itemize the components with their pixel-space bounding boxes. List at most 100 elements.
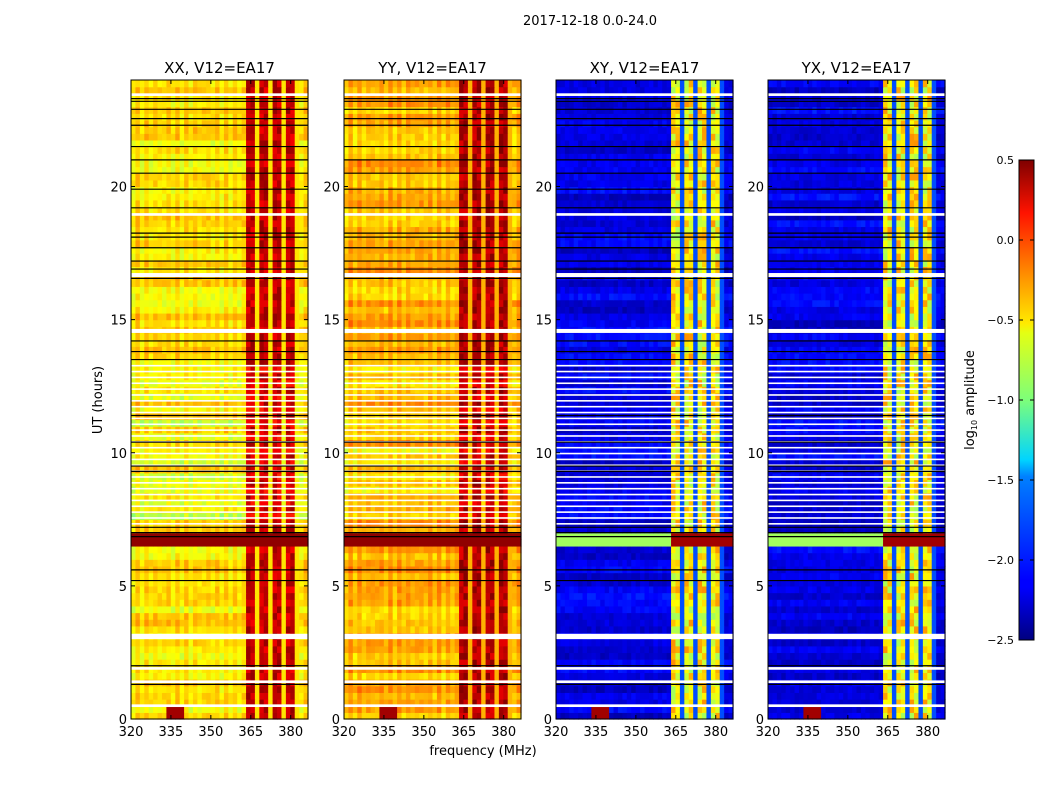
heatmap-cell [450, 652, 456, 660]
heatmap-cell [285, 579, 291, 587]
x-tick-label: 335 [159, 725, 184, 740]
heatmap-cell [254, 525, 260, 534]
heatmap-cell [197, 492, 203, 500]
heatmap-cell [454, 612, 460, 620]
heatmap-cell [153, 139, 159, 148]
heatmap-cell [254, 366, 260, 374]
heatmap-cell [268, 545, 274, 554]
heatmap-cell [228, 226, 234, 234]
heatmap-cell [223, 439, 229, 447]
heatmap-cell [188, 246, 194, 254]
heatmap-cell [294, 319, 300, 327]
heatmap-cell [197, 306, 203, 314]
heatmap-cell [166, 159, 172, 168]
heatmap-cell [423, 619, 429, 627]
heatmap-cell [219, 193, 225, 201]
heatmap-cell [344, 652, 350, 660]
heatmap-cell [192, 539, 198, 547]
heatmap-cell [454, 585, 460, 594]
heatmap-cell [250, 359, 256, 367]
heatmap-cell [401, 672, 407, 680]
heatmap-cell [148, 519, 154, 527]
heatmap-cell [153, 319, 159, 327]
heatmap-cell [188, 372, 194, 381]
heatmap-cell [254, 332, 260, 341]
heatmap-cell [215, 279, 221, 287]
heatmap-cell [192, 239, 198, 248]
heatmap-cell [246, 499, 252, 507]
heatmap-cell [192, 692, 198, 700]
heatmap-cell [299, 466, 305, 474]
heatmap-cell [503, 619, 509, 627]
heatmap-cell [277, 226, 283, 234]
heatmap-cell [481, 559, 487, 567]
heatmap-cell [232, 392, 238, 401]
heatmap-cell [250, 372, 256, 381]
heatmap-cell [290, 93, 296, 101]
heatmap-cell [131, 226, 137, 234]
heatmap-cell [272, 339, 278, 347]
heatmap-cell [281, 685, 287, 693]
heatmap-cell [272, 685, 278, 693]
heatmap-cell [144, 559, 150, 567]
heatmap-cell [263, 166, 269, 174]
heatmap-cell [228, 525, 234, 534]
heatmap-cell [472, 552, 478, 560]
heatmap-cell [250, 193, 256, 201]
heatmap-cell [254, 173, 260, 181]
heatmap-cell [201, 239, 207, 248]
heatmap-cell [388, 685, 394, 693]
heatmap-cell [148, 153, 154, 161]
heatmap-cell [223, 605, 229, 614]
heatmap-cell [303, 213, 309, 221]
heatmap-cell [246, 659, 252, 667]
heatmap-cell [285, 359, 291, 367]
heatmap-cell [498, 579, 504, 587]
heatmap-cell [139, 312, 145, 321]
heatmap-cell [254, 466, 260, 474]
heatmap-cell [175, 539, 181, 547]
heatmap-cell [388, 659, 394, 667]
heatmap-cell [272, 106, 278, 114]
heatmap-cell [131, 206, 137, 214]
heatmap-cell [432, 585, 438, 594]
heatmap-cell [188, 352, 194, 361]
heatmap-cell [432, 712, 438, 720]
heatmap-cell [285, 712, 291, 720]
heatmap-cell [450, 692, 456, 700]
heatmap-cell [281, 106, 287, 114]
heatmap-cell [144, 645, 150, 654]
heatmap-cell [166, 539, 172, 547]
heatmap-cell [232, 133, 238, 141]
heatmap-cell [215, 659, 221, 667]
heatmap-cell [135, 126, 141, 134]
heatmap-cell [188, 306, 194, 314]
figure-title: 2017-12-18 0.0-24.0 [523, 14, 657, 29]
heatmap-cell [223, 286, 229, 294]
heatmap-cell [223, 253, 229, 261]
heatmap-cell [153, 332, 159, 341]
heatmap-cell [215, 639, 221, 647]
heatmap-cell [503, 685, 509, 693]
heatmap-cell [277, 552, 283, 560]
heatmap-cell [139, 139, 145, 148]
heatmap-cell [250, 93, 256, 101]
heatmap-cell [228, 585, 234, 594]
heatmap-cell [184, 146, 190, 154]
heatmap-cell [197, 372, 203, 381]
heatmap-cell [201, 99, 207, 108]
heatmap-cell [135, 585, 141, 594]
flagged-gap [131, 633, 308, 640]
heatmap-cell [157, 119, 163, 128]
heatmap-cell [472, 612, 478, 620]
heatmap-cell [135, 645, 141, 654]
heatmap-cell [272, 605, 278, 614]
heatmap-cell [237, 213, 243, 221]
heatmap-cell [254, 86, 260, 94]
heatmap-cell [232, 539, 238, 547]
heatmap-cell [494, 559, 500, 567]
heatmap-cell [277, 652, 283, 660]
heatmap-cell [197, 712, 203, 720]
heatmap-cell [250, 173, 256, 181]
heatmap-cell [294, 186, 300, 194]
